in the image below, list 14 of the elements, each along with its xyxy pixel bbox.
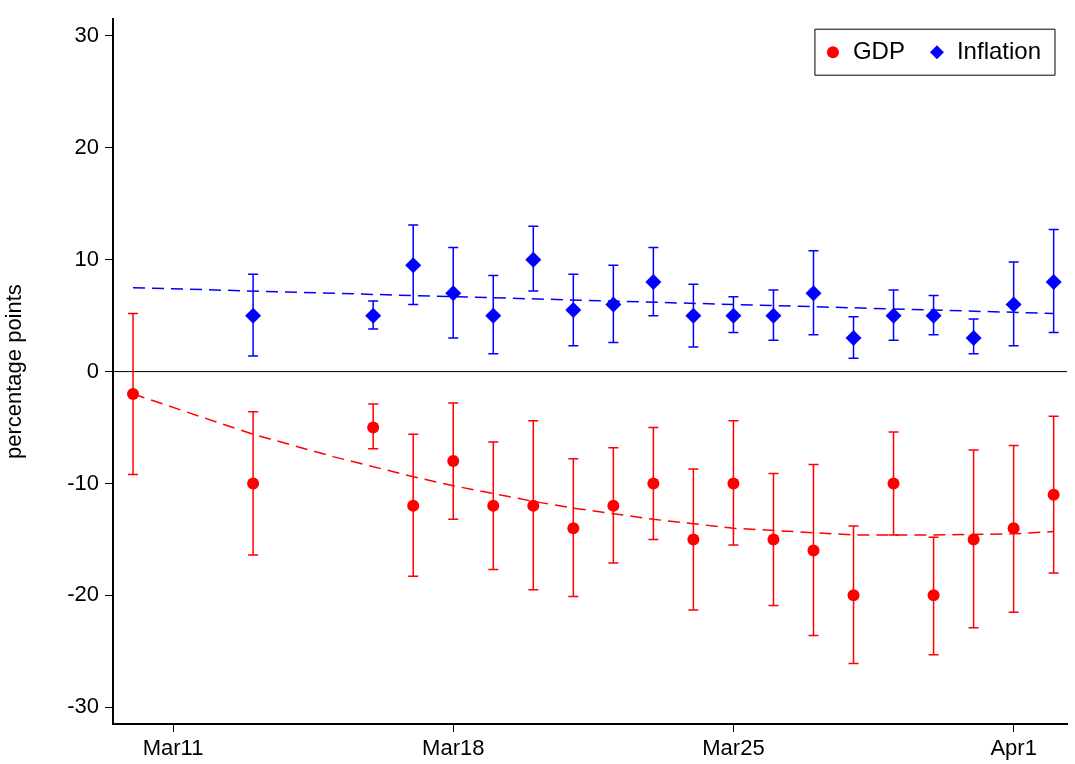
y-tick-label: 0 [86,357,99,383]
y-tick-label: -10 [67,469,99,495]
x-tick-label: Mar25 [702,735,765,761]
y-tick-label: 10 [74,245,99,271]
y-tick-label: 30 [74,22,99,48]
x-tick-label: Apr1 [990,735,1037,761]
y-tick-label: 20 [74,133,99,159]
legend-label: Inflation [956,36,1041,64]
y-tick-label: -30 [67,693,99,719]
x-tick-label: Mar18 [422,735,485,761]
x-tick-label: Mar11 [142,735,204,761]
legend-label: GDP [852,36,905,64]
y-axis-title: percentage points [1,284,27,460]
y-tick-label: -20 [67,581,99,607]
